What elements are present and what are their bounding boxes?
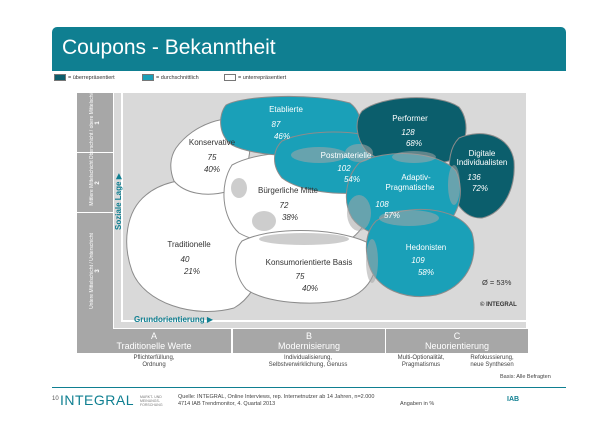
milieu-label-konsumorientierte: Konsumorientierte Basis — [266, 258, 353, 267]
legend-avg: = durchschnittlich — [142, 74, 199, 81]
axis-social-position: Soziale Lage ▶ — [114, 173, 123, 230]
orientation-b-desc: Individualisierung, Selbstverwirklichung,… — [268, 355, 348, 368]
milieu-pct-postmaterielle: 54% — [344, 175, 360, 184]
orientation-c-desc-2: Refokussierung, neue Synthesen — [470, 355, 514, 368]
milieu-label-adaptiv-1: Adaptiv- — [401, 173, 431, 182]
milieu-pct-hedonisten: 58% — [418, 268, 434, 277]
integral-tagline: MARKT- UND MEINUNGS- FORSCHUNG — [140, 395, 163, 407]
footer: 10 INTEGRAL MARKT- UND MEINUNGS- FORSCHU… — [52, 392, 566, 412]
milieu-pct-etablierte: 46% — [274, 132, 290, 141]
percent-note: Angaben in % — [400, 401, 435, 407]
social-position-column: Oberschicht / obere Mittelschicht 1 Mittl… — [77, 86, 113, 329]
milieu-label-konservative: Konservative — [189, 138, 236, 147]
title-bar: Coupons - Bekanntheit — [52, 27, 566, 71]
orientation-b: B Modernisierung — [232, 329, 385, 353]
iab-logo: IAB — [507, 396, 520, 403]
milieu-map: Konservative 75 40% Etablierte 87 46% Pe… — [114, 93, 526, 328]
axis-basic-orientation: Grundorientierung ▶ — [134, 315, 214, 324]
milieu-svg: Konservative 75 40% Etablierte 87 46% Pe… — [121, 93, 526, 322]
social-row-2: Mittlere Mittelschicht 2 — [77, 153, 113, 213]
milieu-value-performer: 128 — [401, 128, 415, 137]
milieu-pct-konservative: 40% — [204, 165, 220, 174]
milieu-shape-konsumorientierte — [235, 230, 377, 304]
milieu-value-traditionelle: 40 — [181, 255, 190, 264]
milieu-value-konsumorientierte: 75 — [296, 272, 305, 281]
milieu-value-digitale: 136 — [467, 173, 481, 182]
milieu-value-buergerliche: 72 — [280, 201, 289, 210]
integral-logo: INTEGRAL — [60, 392, 135, 408]
milieu-value-konservative: 75 — [208, 153, 217, 162]
milieu-pct-buergerliche: 38% — [282, 213, 298, 222]
legend-over: = überrepräsentiert — [54, 74, 115, 81]
milieu-pct-digitale: 72% — [472, 184, 488, 193]
milieu-label-buergerliche: Bürgerliche Mitte — [258, 186, 319, 195]
milieu-label-adaptiv-2: Pragmatische — [386, 183, 435, 192]
orientation-descriptions: Pflichterfüllung, Ordnung Individualisier… — [77, 355, 527, 375]
orientation-a-desc: Pflichterfüllung, Ordnung — [133, 355, 175, 368]
footer-divider — [52, 387, 566, 388]
milieu-label-digitale-1: Digitale — [469, 149, 496, 158]
milieu-label-hedonisten: Hedonisten — [406, 243, 446, 252]
legend-under: = unterrepräsentiert — [224, 74, 286, 81]
milieu-label-etablierte: Etablierte — [269, 105, 303, 114]
arrow-right-icon: ▶ — [206, 315, 214, 324]
milieu-pct-traditionelle: 21% — [183, 267, 200, 276]
basis-note: Basis: Alle Befragten — [500, 374, 551, 380]
source-note: Quelle: INTEGRAL, Online Interviews, rep… — [178, 394, 375, 407]
milieu-value-postmaterielle: 102 — [337, 164, 351, 173]
milieu-label-postmaterielle: Postmaterielle — [321, 151, 372, 160]
page-number: 10 — [52, 396, 59, 402]
milieu-pct-performer: 68% — [406, 139, 422, 148]
average-note: Ø = 53% — [482, 278, 512, 287]
milieu-label-performer: Performer — [392, 114, 428, 123]
milieu-value-hedonisten: 109 — [411, 256, 425, 265]
milieu-value-etablierte: 87 — [272, 120, 281, 129]
orientation-a: A Traditionelle Werte — [77, 329, 231, 353]
page-title: Coupons - Bekanntheit — [62, 36, 276, 59]
milieu-pct-konsumorientierte: 40% — [302, 284, 318, 293]
milieu-value-adaptiv: 108 — [375, 200, 389, 209]
orientation-columns: A Traditionelle Werte B Modernisierung C Ne… — [77, 329, 528, 353]
milieu-label-digitale-2: Individualisten — [457, 158, 508, 167]
social-row-1: Oberschicht / obere Mittelschicht 1 — [77, 86, 113, 159]
arrow-up-icon: ▶ — [114, 173, 123, 180]
orientation-c: C Neuorientierung — [385, 329, 528, 353]
social-row-3: Untere Mittelschicht / Unterschicht 3 — [89, 232, 101, 309]
copyright-note: © INTEGRAL — [480, 301, 517, 308]
orientation-c-desc-1: Multi-Optionalität, Pragmatismus — [397, 355, 445, 368]
milieu-pct-adaptiv: 57% — [384, 211, 400, 220]
milieu-label-traditionelle: Traditionelle — [167, 240, 211, 249]
